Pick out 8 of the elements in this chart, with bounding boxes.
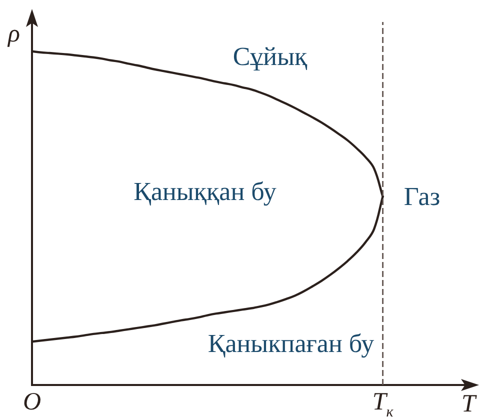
x-tick-label: T$_{к}$ [371,388,394,418]
annotation: Қаныкпаған бу [208,329,374,358]
y-axis-title: ρ [6,20,21,48]
x-tick-label: O [22,388,42,416]
annotation: Газ [404,182,440,211]
annotation: Сұйық [232,42,308,71]
x-axis-title: T [460,390,478,418]
annotation: Қаныққан бу [134,177,276,206]
